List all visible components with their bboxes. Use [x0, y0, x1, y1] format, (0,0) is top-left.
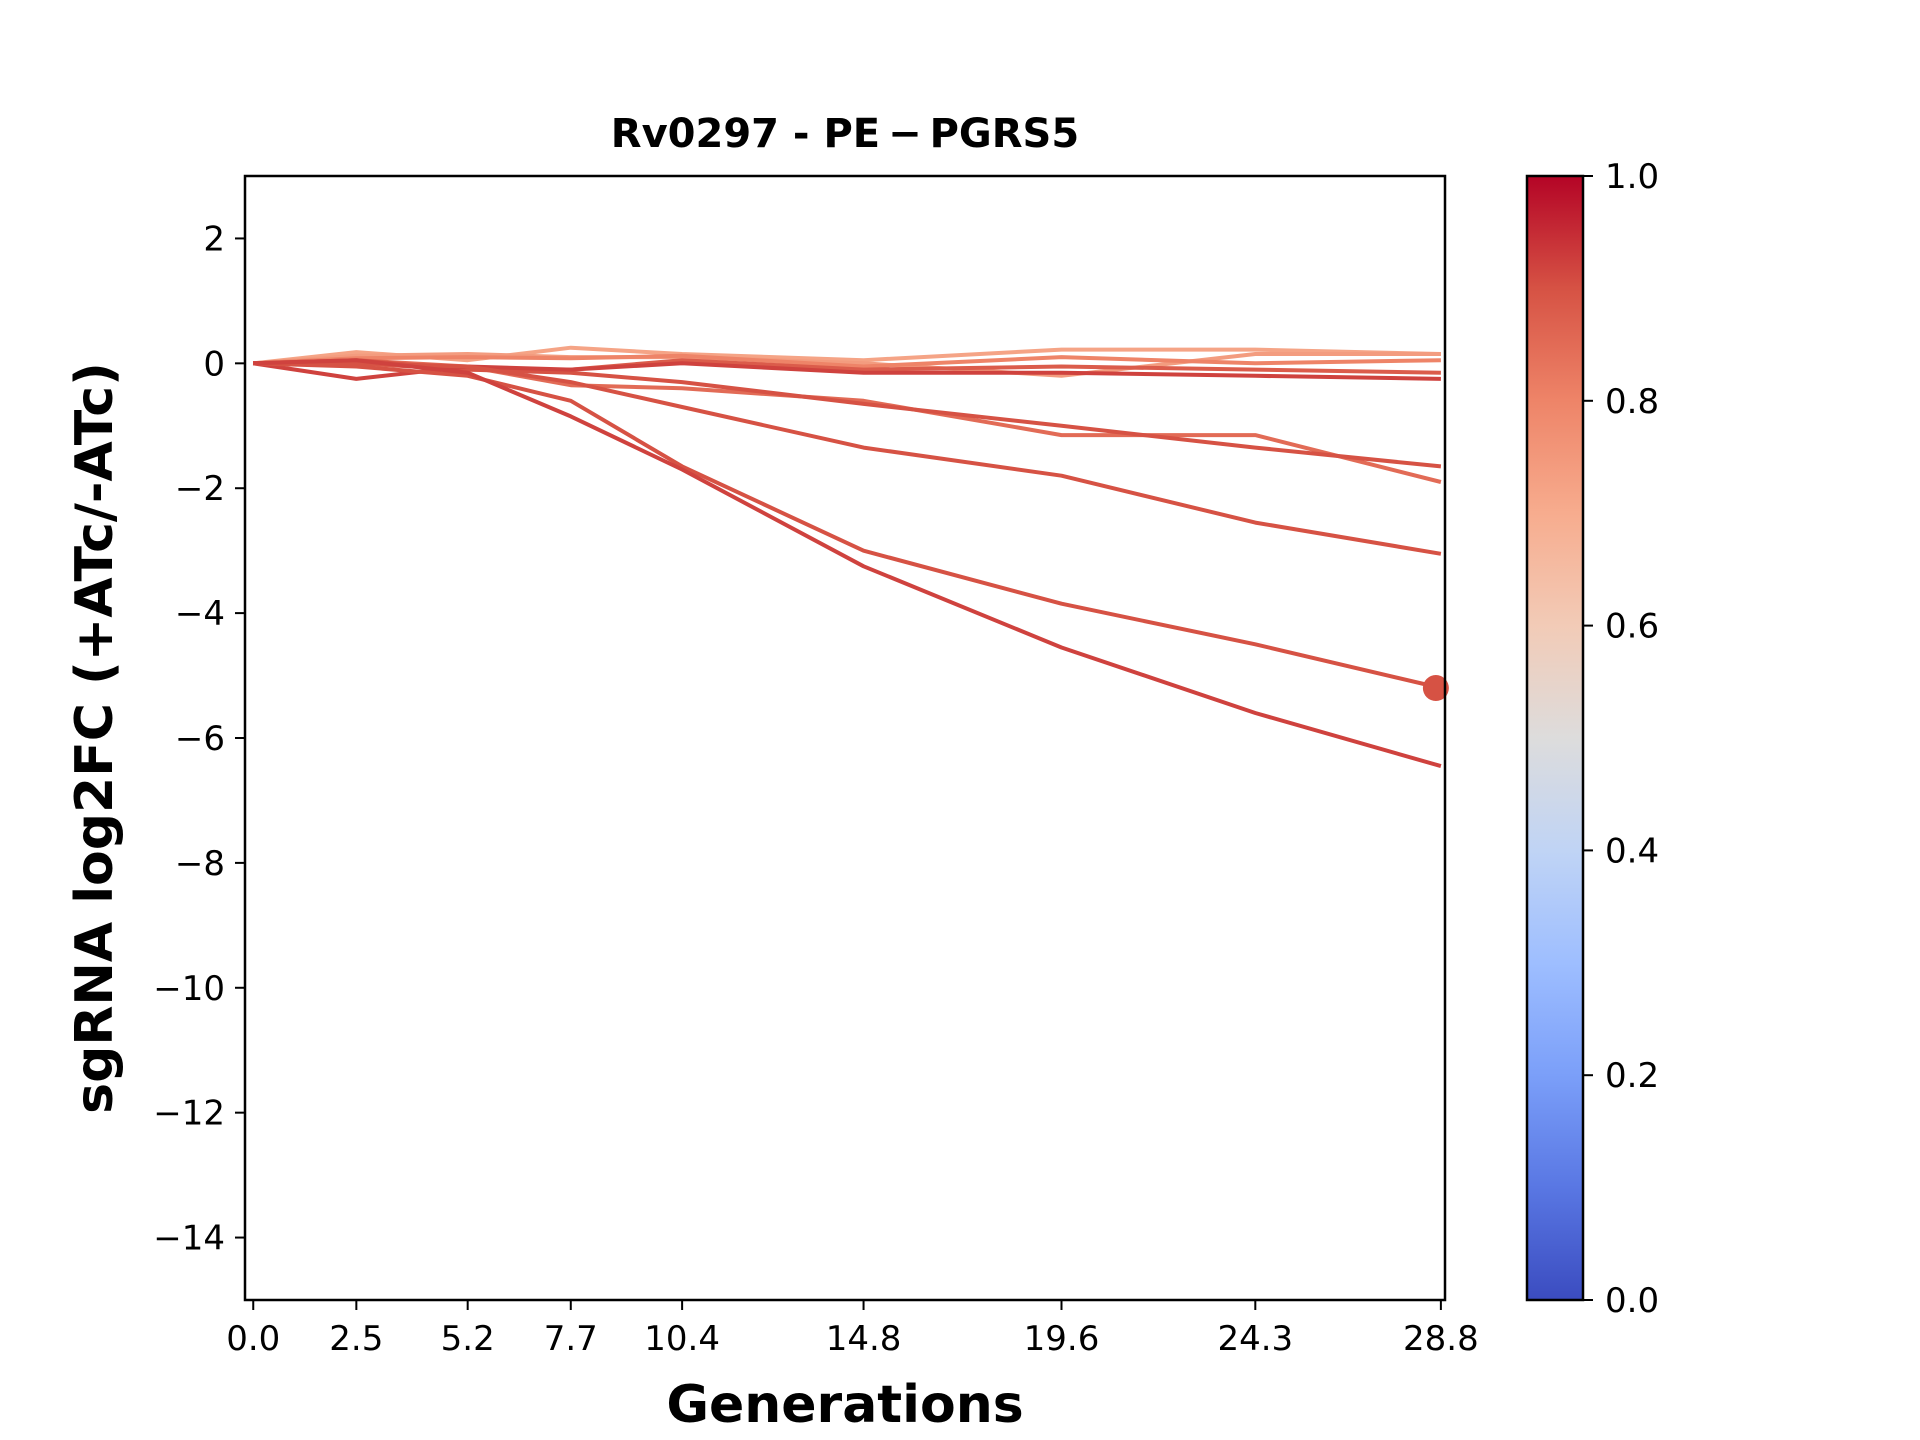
y-tick-label: −10	[153, 969, 225, 1009]
colorbar-tick-label: 0.8	[1605, 382, 1659, 422]
colorbar-axis: 0.0 0.2 0.4 0.6 0.8 1.0	[1583, 157, 1659, 1321]
series-line-8	[253, 361, 1442, 556]
y-tick-label: −6	[175, 719, 225, 759]
series-line-3	[253, 353, 1441, 369]
series-line-10	[253, 358, 1442, 769]
x-tick-label: 14.8	[826, 1319, 902, 1359]
x-tick-label: 10.4	[644, 1319, 720, 1359]
y-tick-label: 2	[203, 219, 225, 259]
series-end-marker	[1422, 675, 1449, 702]
y-tick-label: −2	[175, 469, 225, 509]
x-axis: 0.0 2.5 5.2 7.7 10.4 14.8 19.6 24.3 28.8	[226, 1300, 1479, 1359]
x-tick-label: 28.8	[1403, 1319, 1479, 1359]
y-tick-label: −8	[175, 844, 225, 884]
colorbar-tick-label: 0.6	[1605, 607, 1659, 647]
colorbar-tick-label: 0.4	[1605, 831, 1659, 871]
y-tick-label: −12	[153, 1094, 225, 1134]
y-axis: 2 0 −2 −4 −6 −8 −10 −12 −14	[153, 219, 245, 1259]
plot-frame	[243, 174, 1447, 1302]
series-line-7	[252, 361, 1441, 381]
y-tick-label: −4	[175, 594, 225, 634]
series-line-4	[253, 358, 1442, 484]
colorbar	[1525, 174, 1585, 1302]
colorbar-tick-label: 0.2	[1605, 1056, 1659, 1096]
x-tick-label: 0.0	[226, 1319, 280, 1359]
series-layer	[252, 345, 1449, 769]
colorbar-tick-label: 0.0	[1605, 1281, 1659, 1321]
y-tick-label: −14	[153, 1219, 225, 1259]
x-tick-label: 19.6	[1024, 1319, 1100, 1359]
x-tick-label: 2.5	[329, 1319, 383, 1359]
chart-title: Rv0297 - PE − PGRS5	[611, 111, 1079, 157]
x-axis-label: Generations	[666, 1375, 1023, 1435]
series-line-9	[253, 361, 1442, 690]
colorbar-tick-label: 1.0	[1605, 157, 1659, 197]
x-tick-label: 5.2	[441, 1319, 495, 1359]
y-tick-label: 0	[203, 344, 225, 384]
x-tick-label: 24.3	[1217, 1319, 1293, 1359]
y-axis-label: sgRNA log2FC (+ATc/-ATc)	[65, 362, 125, 1114]
x-tick-label: 7.7	[544, 1319, 598, 1359]
